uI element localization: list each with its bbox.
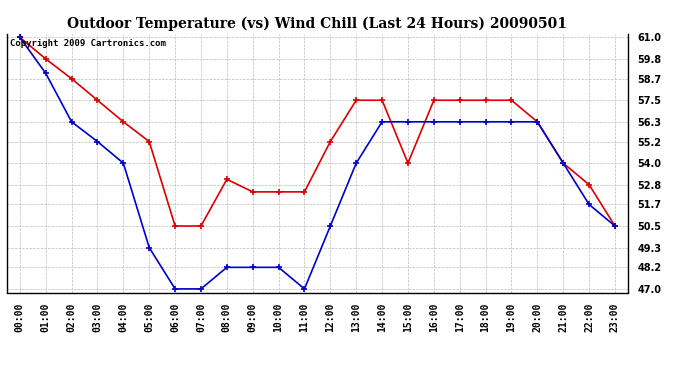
Title: Outdoor Temperature (vs) Wind Chill (Last 24 Hours) 20090501: Outdoor Temperature (vs) Wind Chill (Las…	[68, 17, 567, 31]
Text: Copyright 2009 Cartronics.com: Copyright 2009 Cartronics.com	[10, 39, 166, 48]
